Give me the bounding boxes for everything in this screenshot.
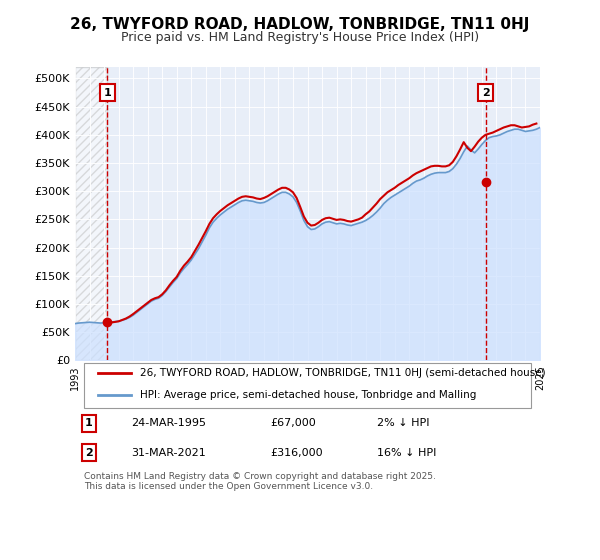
Bar [75, 67, 107, 360]
Text: £316,000: £316,000 [270, 447, 323, 458]
Text: 2: 2 [85, 447, 93, 458]
Text: £67,000: £67,000 [270, 418, 316, 428]
Text: 1: 1 [85, 418, 93, 428]
Text: 1: 1 [104, 87, 111, 97]
Text: Contains HM Land Registry data © Crown copyright and database right 2025.
This d: Contains HM Land Registry data © Crown c… [84, 472, 436, 492]
Text: 16% ↓ HPI: 16% ↓ HPI [377, 447, 437, 458]
Text: 24-MAR-1995: 24-MAR-1995 [131, 418, 206, 428]
Text: 26, TWYFORD ROAD, HADLOW, TONBRIDGE, TN11 0HJ: 26, TWYFORD ROAD, HADLOW, TONBRIDGE, TN1… [70, 17, 530, 32]
Text: 31-MAR-2021: 31-MAR-2021 [131, 447, 206, 458]
Text: 26, TWYFORD ROAD, HADLOW, TONBRIDGE, TN11 0HJ (semi-detached house): 26, TWYFORD ROAD, HADLOW, TONBRIDGE, TN1… [140, 368, 546, 378]
Text: 2% ↓ HPI: 2% ↓ HPI [377, 418, 430, 428]
Text: 2: 2 [482, 87, 490, 97]
Text: Price paid vs. HM Land Registry's House Price Index (HPI): Price paid vs. HM Land Registry's House … [121, 31, 479, 44]
Text: HPI: Average price, semi-detached house, Tonbridge and Malling: HPI: Average price, semi-detached house,… [140, 390, 476, 400]
FancyBboxPatch shape [84, 363, 531, 408]
